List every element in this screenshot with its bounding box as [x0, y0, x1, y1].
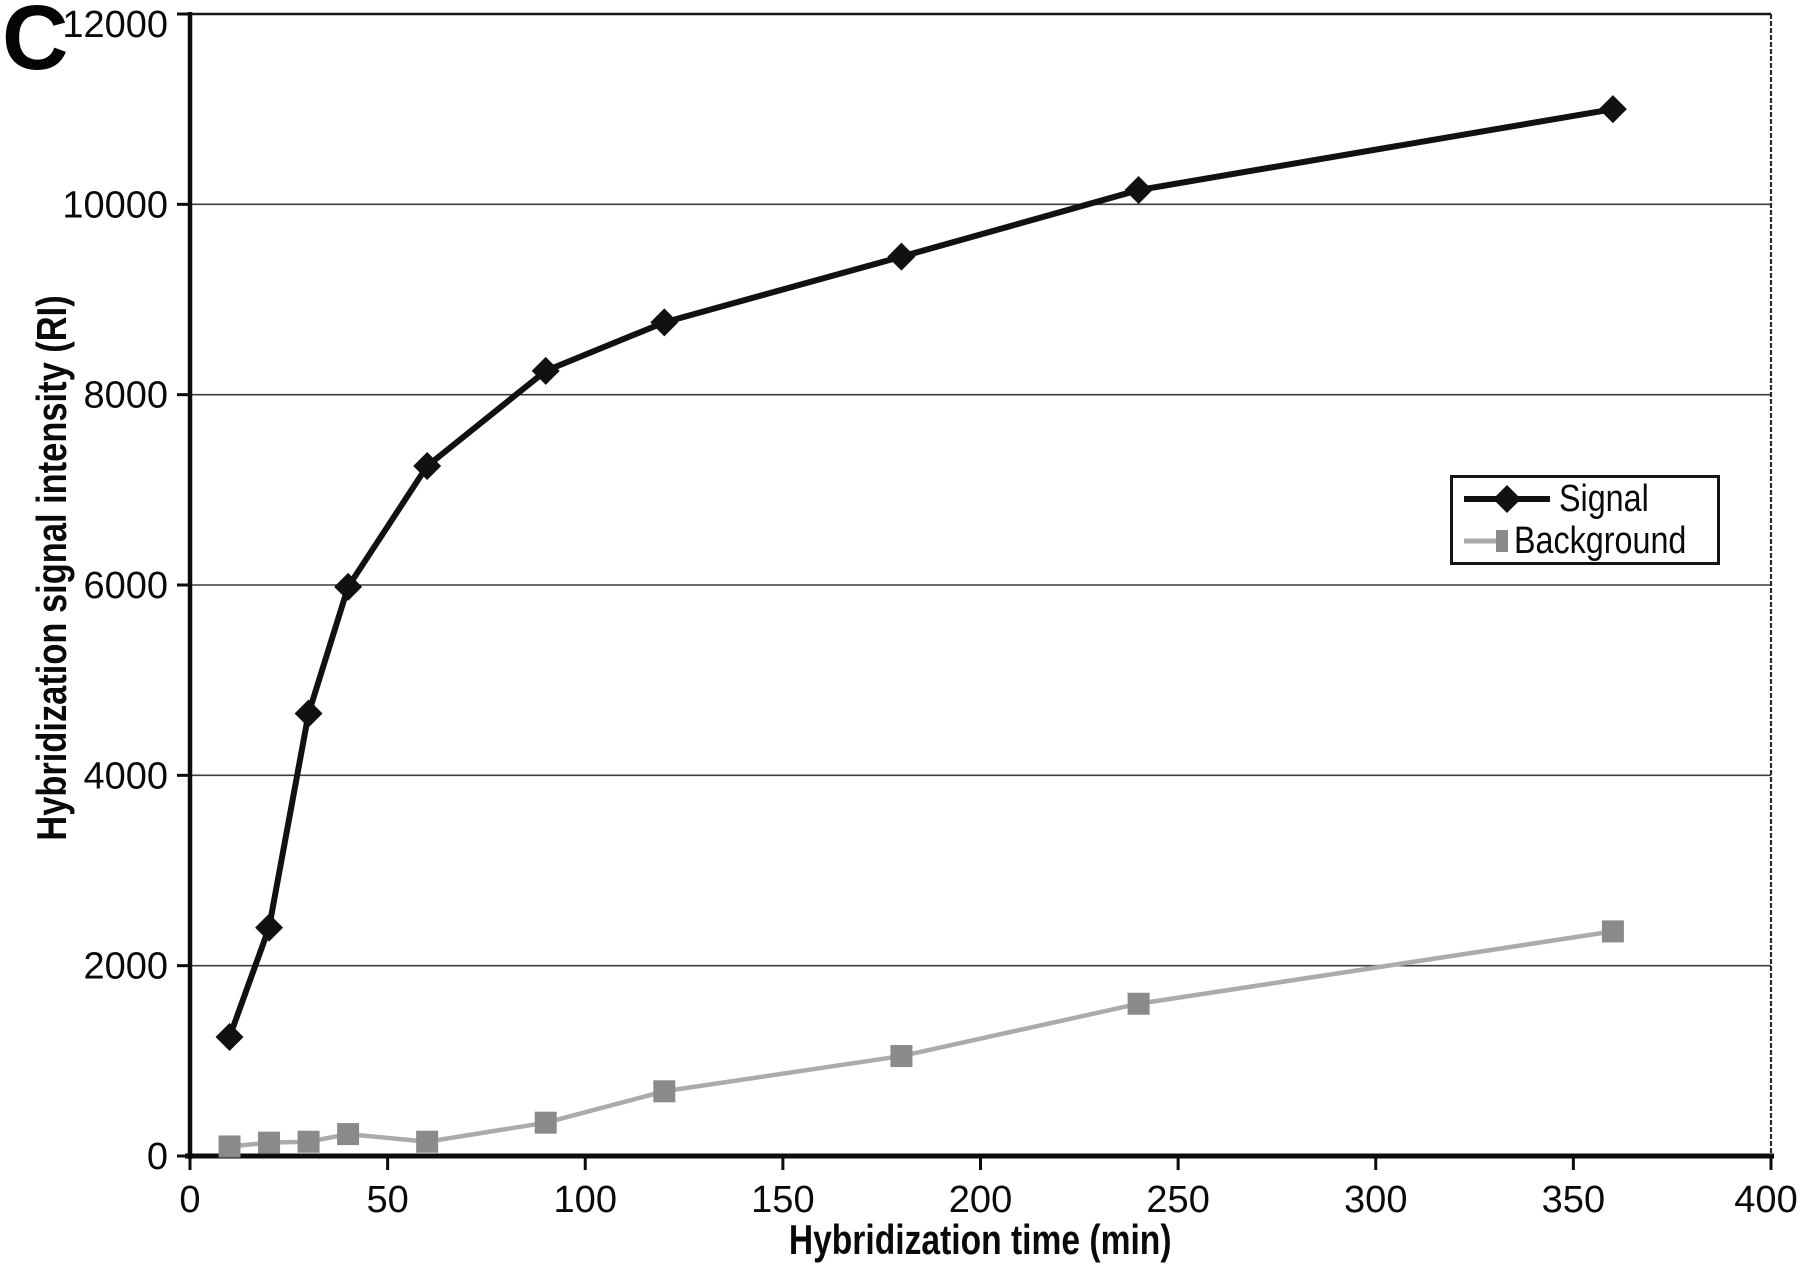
y-tick-label: 6000	[83, 565, 168, 607]
x-tick-label: 50	[366, 1179, 408, 1221]
x-tick-label: 150	[751, 1179, 814, 1221]
data-point-background	[653, 1080, 676, 1103]
data-point-signal	[413, 452, 442, 481]
data-point-background	[890, 1045, 913, 1068]
y-tick-label: 10000	[62, 184, 168, 226]
x-tick-label: 100	[554, 1179, 617, 1221]
data-point-signal	[294, 699, 323, 728]
data-point-signal	[1598, 95, 1627, 124]
data-point-background	[1601, 920, 1624, 943]
data-point-background	[218, 1135, 241, 1158]
data-point-background	[1127, 992, 1150, 1015]
signal-diamond-marker-icon	[1464, 485, 1550, 513]
background-square-marker-icon	[1464, 530, 1509, 552]
data-point-background	[534, 1111, 557, 1134]
y-tick-label: 2000	[83, 946, 168, 988]
legend-label-background: Background	[1514, 519, 1687, 562]
y-tick-label: 4000	[83, 755, 168, 797]
data-point-signal	[1124, 176, 1153, 205]
panel-label: C	[2, 0, 68, 89]
x-tick-label: 250	[1146, 1179, 1209, 1221]
y-axis-title: Hybridization signal intensity (RI)	[28, 295, 75, 841]
series-line-signal	[226, 106, 1614, 1039]
x-tick-label: 200	[949, 1179, 1012, 1221]
data-point-background	[297, 1130, 320, 1153]
chart-legend: Signal Background	[1450, 475, 1720, 565]
data-point-signal	[887, 242, 916, 271]
legend-item-signal: Signal	[1461, 478, 1717, 520]
legend-item-background: Background	[1461, 520, 1717, 562]
y-tick-label: 12000	[62, 4, 168, 46]
data-point-signal	[531, 356, 560, 385]
x-tick-label: 350	[1542, 1179, 1605, 1221]
data-point-background	[416, 1130, 439, 1153]
data-point-background	[258, 1131, 281, 1154]
data-point-background	[337, 1123, 360, 1146]
series-line-background	[229, 929, 1614, 1149]
legend-label-signal: Signal	[1559, 477, 1649, 520]
data-point-signal	[334, 572, 363, 601]
data-point-signal	[650, 308, 679, 337]
x-tick-label: 300	[1344, 1179, 1407, 1221]
x-tick-label: 400	[1734, 1179, 1797, 1221]
data-point-signal	[215, 1023, 244, 1052]
data-point-signal	[255, 913, 284, 942]
x-tick-label: 0	[179, 1179, 200, 1221]
y-tick-label: 0	[147, 1136, 168, 1178]
x-axis-title: Hybridization time (min)	[788, 1216, 1172, 1263]
y-tick-label: 8000	[83, 375, 168, 417]
